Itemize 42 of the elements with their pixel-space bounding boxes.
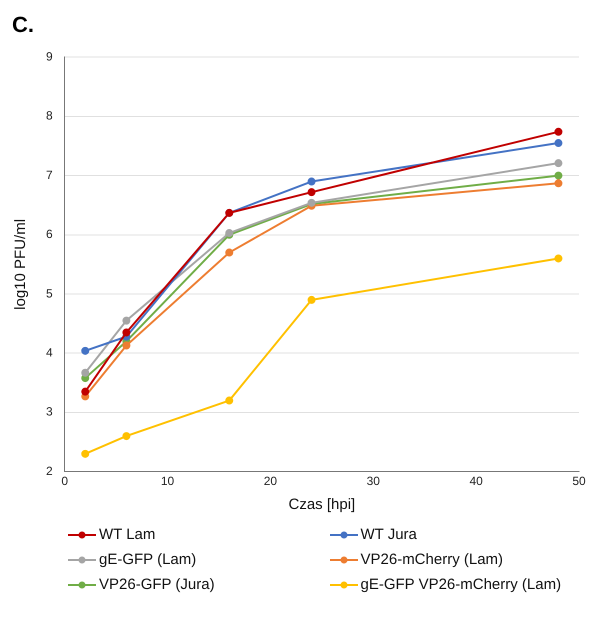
x-tick-label: 20 — [264, 474, 278, 488]
y-axis-title: log10 PFU/ml — [12, 218, 30, 310]
legend-label: gE-GFP VP26-mCherry (Lam) — [360, 576, 562, 593]
y-tick-label: 3 — [46, 404, 53, 419]
y-tick-label: 4 — [46, 346, 53, 360]
point — [81, 450, 90, 458]
y-tick-label: 9 — [46, 50, 53, 64]
legend-label: WT Jura — [360, 526, 417, 543]
x-tick-label: 30 — [366, 474, 380, 488]
point — [81, 346, 90, 355]
point — [554, 139, 562, 148]
y-tick-label: 2 — [46, 464, 53, 478]
chart-title: C. — [11, 11, 35, 38]
y-tick-label: 5 — [46, 286, 53, 300]
point — [308, 178, 316, 186]
point — [81, 388, 90, 396]
x-tick-label: 0 — [61, 474, 68, 488]
point — [308, 296, 316, 304]
x-tick-label: 10 — [160, 474, 175, 488]
point — [554, 254, 562, 262]
y-tick-label: 7 — [46, 168, 53, 182]
y-tick-label: 6 — [46, 227, 53, 242]
point — [122, 342, 130, 350]
x-tick-label: 40 — [469, 474, 484, 488]
x-axis-title: Czas [hpi] — [288, 496, 356, 514]
point — [308, 188, 316, 196]
point — [554, 179, 562, 188]
point — [81, 368, 90, 377]
point — [225, 248, 234, 257]
point — [225, 396, 234, 405]
legend-label: WT Lam — [99, 526, 156, 543]
legend-label: gE-GFP (Lam) — [99, 551, 196, 568]
legend-label: VP26-GFP (Jura) — [99, 576, 215, 593]
point — [554, 128, 562, 136]
point — [122, 432, 130, 440]
legend-label: VP26-mCherry (Lam) — [360, 551, 504, 568]
x-tick-label: 50 — [572, 474, 586, 488]
y-tick-label: 8 — [46, 108, 53, 123]
point — [554, 172, 562, 180]
point — [554, 159, 562, 168]
point — [122, 328, 130, 336]
point — [122, 316, 130, 325]
